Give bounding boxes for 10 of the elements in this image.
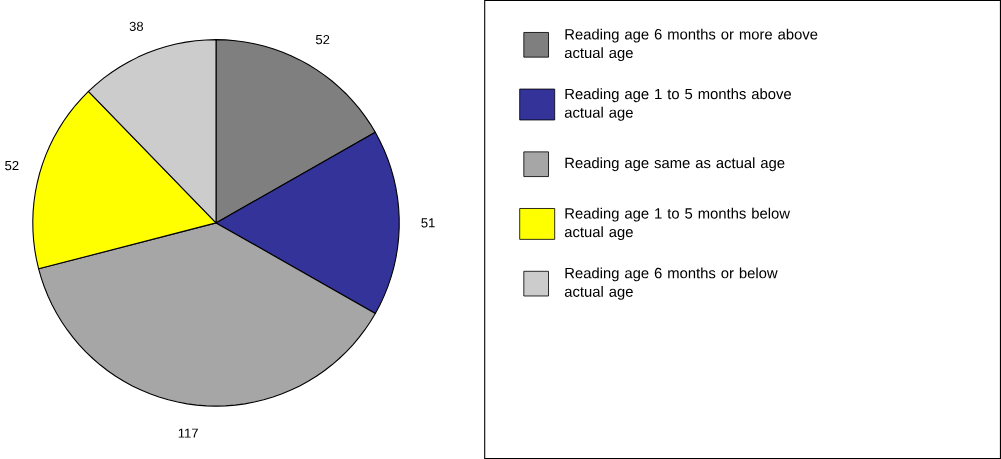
data-label: 52 <box>315 34 330 45</box>
data-label: 51 <box>421 218 435 228</box>
legend-label: Reading age 1 to 5 months below actual age <box>564 207 791 241</box>
legend-label: Reading age 6 months or below actual age <box>564 267 778 300</box>
data-label: 117 <box>178 428 198 438</box>
legend-label: Reading age 1 to 5 months above actual age <box>564 88 791 121</box>
data-label: 38 <box>129 21 144 31</box>
legend-label: Reading age 6 months or more above actual age <box>564 28 818 61</box>
legend-label: Reading age same as actual age <box>565 157 785 172</box>
data-label: 52 <box>5 160 19 171</box>
